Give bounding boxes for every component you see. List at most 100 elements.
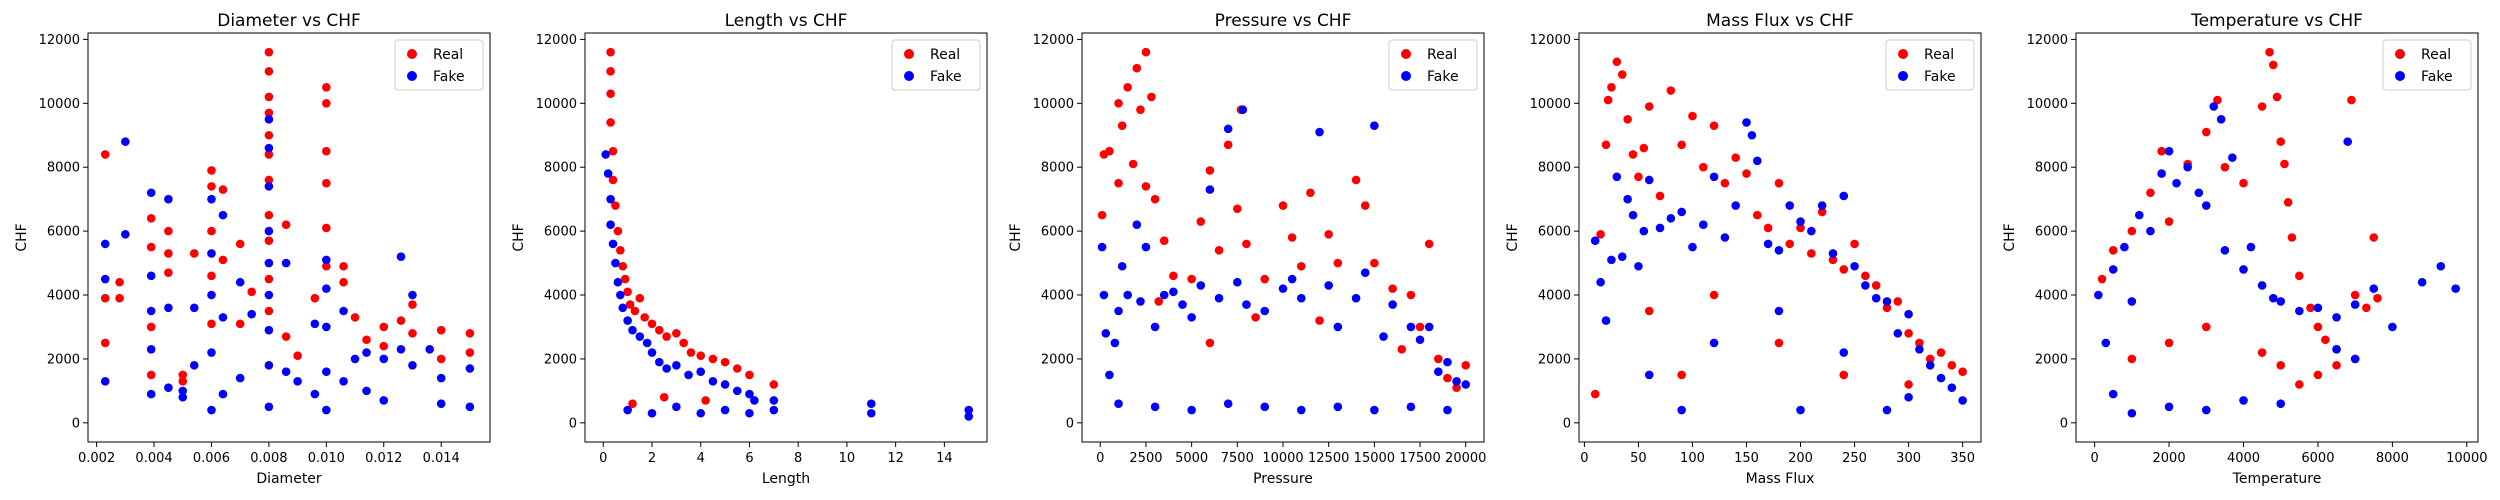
y-axis-label: CHF — [2002, 223, 2018, 251]
data-point-fake — [1101, 329, 1111, 338]
data-point-fake — [322, 367, 331, 377]
data-point-fake — [264, 325, 274, 335]
data-point-real — [1159, 236, 1169, 245]
data-point-real — [696, 351, 706, 361]
data-point-real — [1839, 370, 1849, 380]
data-point-real — [608, 175, 618, 185]
data-point-fake — [2257, 281, 2267, 290]
data-point-fake — [2451, 284, 2460, 293]
data-point-real — [1105, 146, 1114, 156]
x-tick-label: 10000 — [2446, 451, 2487, 466]
chart-title: Mass Flux vs CHF — [1706, 11, 1854, 31]
data-point-fake — [1655, 223, 1665, 233]
data-point-real — [1742, 169, 1751, 178]
data-point-real — [1709, 290, 1719, 300]
data-point-fake — [672, 402, 681, 412]
data-point-real — [1205, 338, 1215, 348]
x-tick-label: 10000 — [1262, 451, 1303, 466]
chart-panel-4: Mass Flux vs CHF 0 50 100 150 200 250 300 350 0 20… — [1505, 11, 1982, 487]
data-point-real — [235, 239, 245, 249]
x-tick-label: 0.010 — [308, 451, 345, 466]
data-point-real — [2276, 137, 2286, 146]
data-point-fake — [264, 182, 274, 191]
y-tick-label: 2000 — [1538, 352, 1571, 367]
data-point-real — [1278, 201, 1288, 210]
data-point-fake — [1141, 242, 1151, 252]
data-point-fake — [1612, 172, 1622, 182]
data-point-real — [732, 364, 742, 373]
data-point-fake — [1861, 281, 1870, 290]
data-point-fake — [635, 332, 645, 341]
y-tick-label: 4000 — [544, 289, 577, 304]
y-tick-label: 12000 — [2027, 33, 2068, 48]
data-point-fake — [121, 230, 130, 239]
data-point-fake — [750, 396, 759, 405]
data-point-real — [2295, 271, 2304, 281]
data-point-real — [1590, 389, 1600, 399]
data-point-real — [207, 182, 216, 191]
data-point-fake — [1117, 261, 1127, 271]
data-point-real — [1415, 322, 1425, 332]
data-point-real — [1114, 178, 1123, 188]
series-fake — [100, 114, 475, 415]
data-point-fake — [247, 309, 256, 319]
data-point-real — [1828, 255, 1838, 265]
data-point-real — [207, 226, 216, 236]
data-point-fake — [1666, 214, 1676, 223]
y-tick-label: 8000 — [544, 161, 577, 176]
data-point-fake — [310, 389, 320, 399]
legend-box — [1388, 39, 1478, 91]
x-tick-label: 8 — [794, 451, 802, 466]
data-point-fake — [1223, 399, 1233, 408]
data-point-fake — [339, 306, 348, 316]
data-point-fake — [720, 380, 730, 389]
data-point-fake — [1333, 322, 1343, 332]
data-point-real — [1655, 191, 1665, 201]
data-point-real — [1296, 261, 1306, 271]
x-tick-label: 2500 — [1129, 451, 1162, 466]
data-point-fake — [1370, 405, 1379, 415]
data-point-real — [1861, 271, 1870, 281]
data-point-real — [146, 242, 156, 252]
data-point-real — [1196, 217, 1206, 226]
data-point-fake — [696, 408, 706, 418]
data-point-fake — [322, 322, 331, 332]
legend-marker-real — [1898, 49, 1908, 59]
data-point-fake — [684, 370, 693, 380]
data-point-real — [2127, 354, 2137, 364]
data-point-fake — [2268, 293, 2278, 303]
data-point-fake — [1333, 402, 1343, 412]
data-point-real — [1807, 249, 1816, 258]
data-point-real — [613, 226, 623, 236]
data-point-fake — [2127, 408, 2137, 418]
x-axis-label: Pressure — [1253, 471, 1313, 487]
data-point-real — [100, 293, 110, 303]
data-point-real — [322, 146, 331, 156]
data-point-fake — [339, 376, 348, 386]
data-point-real — [1132, 63, 1142, 73]
data-point-fake — [1388, 300, 1397, 309]
data-point-fake — [1617, 252, 1627, 261]
chart-title: Temperature vs CHF — [2190, 11, 2363, 31]
chart-title: Diameter vs CHF — [217, 11, 361, 31]
data-point-fake — [1242, 300, 1251, 309]
y-axis-label: CHF — [1505, 223, 1521, 251]
legend-marker-real — [407, 49, 417, 59]
data-point-fake — [1623, 194, 1632, 204]
data-point-real — [1958, 367, 1967, 377]
data-point-fake — [1677, 405, 1686, 415]
data-point-fake — [1893, 329, 1903, 338]
data-point-fake — [408, 361, 417, 370]
data-point-real — [339, 261, 348, 271]
data-point-fake — [1296, 293, 1306, 303]
data-point-real — [264, 67, 274, 76]
data-point-real — [247, 287, 256, 297]
data-point-real — [1639, 143, 1649, 153]
data-point-fake — [436, 373, 446, 383]
series-fake — [601, 150, 974, 421]
data-point-fake — [1159, 290, 1169, 300]
data-point-fake — [1644, 175, 1654, 185]
x-tick-label: 7500 — [1221, 451, 1254, 466]
data-point-fake — [2183, 162, 2192, 172]
data-point-fake — [1742, 118, 1751, 127]
